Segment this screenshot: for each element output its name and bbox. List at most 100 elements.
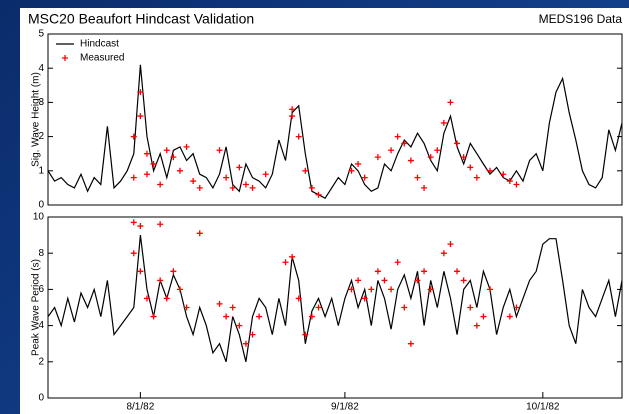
plot-frame: [47, 33, 623, 206]
y-tick-label: 8: [38, 248, 44, 259]
x-tick-label: 9/1/82: [331, 402, 359, 413]
measured-marker: [150, 160, 157, 167]
measured-marker: [454, 140, 461, 147]
measured-marker: [308, 184, 315, 191]
measured-marker: [137, 268, 144, 275]
hindcast-line: [48, 64, 622, 199]
measured-marker: [176, 167, 183, 174]
measured-marker: [289, 106, 296, 113]
measured-marker: [315, 304, 322, 311]
measured-marker: [447, 241, 454, 248]
measured-marker: [130, 133, 137, 140]
y-tick-label: 0: [38, 200, 44, 211]
measured-marker: [427, 154, 434, 161]
measured-marker: [289, 253, 296, 260]
measured-marker: [388, 147, 395, 154]
measured-marker: [137, 113, 144, 120]
x-tick-label: 8/1/82: [126, 402, 154, 413]
measured-marker: [137, 89, 144, 96]
measured-marker: [229, 304, 236, 311]
measured-marker: [414, 174, 421, 181]
measured-marker: [183, 304, 190, 311]
measured-marker: [190, 178, 197, 185]
legend-label: Measured: [80, 53, 124, 64]
y-axis-label: Peak Wave Period (s): [31, 259, 42, 356]
measured-marker: [355, 277, 362, 284]
measured-marker: [473, 174, 480, 181]
measured-marker: [480, 313, 487, 320]
measured-marker: [506, 178, 513, 185]
measured-marker: [315, 191, 322, 198]
chart-title: MSC20 Beaufort Hindcast Validation: [28, 11, 254, 27]
measured-marker: [249, 331, 256, 338]
measured-marker: [414, 277, 421, 284]
measured-marker: [513, 304, 520, 311]
measured-marker: [262, 171, 269, 178]
measured-marker: [374, 268, 381, 275]
measured-marker: [163, 147, 170, 154]
measured-marker: [381, 277, 388, 284]
measured-marker: [282, 259, 289, 266]
y-tick-label: 2: [38, 131, 44, 142]
measured-marker: [223, 174, 230, 181]
y-tick-label: 4: [38, 63, 44, 74]
measured-marker: [473, 322, 480, 329]
plot-frame: [47, 216, 623, 399]
measured-marker: [295, 295, 302, 302]
measured-marker: [163, 295, 170, 302]
measured-marker: [460, 154, 467, 161]
measured-marker: [249, 184, 256, 191]
measured-marker: [242, 181, 249, 188]
measured-marker: [196, 230, 203, 237]
y-tick-label: 1: [38, 165, 44, 176]
measured-marker: [242, 340, 249, 347]
measured-marker: [388, 286, 395, 293]
y-axis-label: Sig. Wave Height (m): [31, 72, 42, 167]
measured-marker: [467, 304, 474, 311]
measured-marker: [374, 154, 381, 161]
measured-marker: [130, 250, 137, 257]
measured-marker: [394, 133, 401, 140]
measured-marker: [500, 171, 507, 178]
measured-marker: [421, 268, 428, 275]
measured-marker: [150, 313, 157, 320]
measured-marker: [454, 268, 461, 275]
legend-marker: [62, 55, 68, 61]
measured-marker: [308, 313, 315, 320]
y-tick-label: 0: [38, 393, 44, 404]
measured-marker: [295, 133, 302, 140]
measured-marker: [137, 223, 144, 230]
measured-marker: [348, 286, 355, 293]
measured-marker: [130, 219, 137, 226]
measured-marker: [143, 171, 150, 178]
measured-marker: [256, 313, 263, 320]
measured-marker: [401, 140, 408, 147]
x-tick-label: 10/1/82: [526, 402, 560, 413]
y-tick-label: 3: [38, 97, 44, 108]
y-tick-label: 6: [38, 284, 44, 295]
measured-marker: [361, 295, 368, 302]
y-tick-label: 4: [38, 320, 44, 331]
measured-marker: [183, 143, 190, 150]
measured-marker: [434, 147, 441, 154]
measured-marker: [229, 184, 236, 191]
y-tick-label: 2: [38, 356, 44, 367]
measured-marker: [216, 300, 223, 307]
measured-marker: [487, 286, 494, 293]
measured-marker: [157, 181, 164, 188]
measured-marker: [447, 99, 454, 106]
measured-marker: [170, 154, 177, 161]
measured-marker: [440, 250, 447, 257]
measured-marker: [368, 286, 375, 293]
measured-marker: [467, 164, 474, 171]
measured-marker: [157, 277, 164, 284]
measured-marker: [130, 174, 137, 181]
measured-marker: [421, 184, 428, 191]
measured-marker: [348, 167, 355, 174]
measured-marker: [176, 286, 183, 293]
measured-marker: [223, 313, 230, 320]
measured-marker: [236, 322, 243, 329]
measured-marker: [289, 113, 296, 120]
